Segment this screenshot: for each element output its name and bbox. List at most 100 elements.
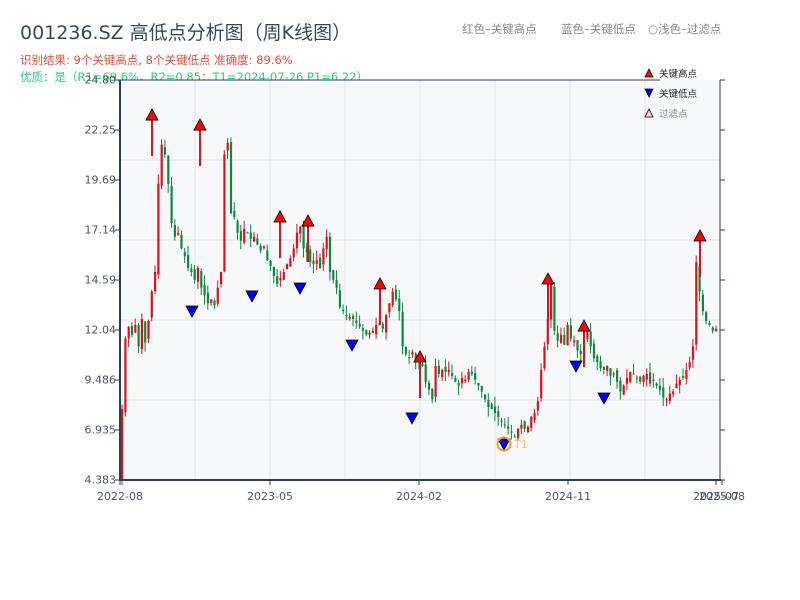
candle-body: [639, 376, 642, 382]
candle-body: [566, 324, 569, 346]
candle-body: [715, 328, 718, 331]
candle-body: [579, 350, 582, 355]
candle-body: [497, 411, 500, 417]
candle-body: [213, 300, 216, 306]
key-high-marker: [373, 277, 387, 290]
candle-body: [454, 377, 457, 382]
candle-body: [510, 431, 513, 433]
x-tick-label: 2025-07: [693, 490, 739, 503]
key-low-marker: [185, 305, 199, 318]
y-tick-label: 19.69: [84, 173, 117, 187]
candle-body: [711, 327, 714, 331]
candle-body: [662, 387, 665, 398]
candle-body: [183, 252, 186, 257]
top-legend-light: ○浅色–过滤点: [648, 22, 722, 36]
candle-body: [675, 383, 678, 389]
candle-body: [526, 426, 530, 433]
key-low-marker: [405, 412, 419, 425]
candle-body: [480, 385, 483, 392]
candle-body: [325, 236, 328, 250]
candle-body: [678, 379, 681, 386]
legend-filtered: 过滤点: [644, 106, 688, 120]
candle-body: [569, 325, 572, 339]
legend-key-low: 关键低点: [644, 86, 697, 100]
candle-body: [695, 262, 698, 345]
candle-body: [239, 231, 242, 241]
candle-body: [167, 155, 170, 184]
candle-body: [190, 268, 193, 272]
key-high-marker: [413, 350, 427, 363]
candle-body: [253, 236, 256, 242]
candle-body: [487, 399, 490, 408]
candle-body: [668, 393, 671, 401]
candle-body: [688, 362, 691, 368]
candle-body: [553, 286, 556, 331]
candle-body: [609, 368, 612, 376]
candle-body: [493, 406, 497, 414]
candle-body: [124, 338, 127, 413]
candle-body: [434, 366, 437, 397]
candle-body: [517, 428, 520, 438]
candle-body: [507, 426, 510, 429]
candle-body: [315, 260, 318, 264]
candle-body: [589, 331, 592, 347]
candle-body: [210, 299, 213, 303]
candle-body: [358, 323, 361, 327]
candle-body: [705, 312, 708, 321]
candle-body: [437, 365, 440, 374]
candle-body: [414, 353, 417, 361]
candle-body: [229, 142, 233, 214]
candle-body: [592, 343, 596, 359]
candle-body: [328, 236, 332, 272]
candle-body: [286, 264, 289, 270]
y-tick-label: 24.80: [84, 73, 117, 87]
candle-body: [177, 232, 180, 235]
y-tick-label: 22.25: [84, 123, 117, 137]
candle-body: [424, 364, 427, 382]
candle-body: [180, 234, 183, 249]
candle-body: [672, 391, 675, 395]
candle-body: [137, 324, 140, 347]
t1-ring: [496, 436, 512, 452]
candle-body: [665, 399, 668, 401]
candle-body: [295, 232, 299, 249]
candle-body: [573, 340, 576, 343]
candle-body: [292, 248, 295, 258]
candle-body: [612, 373, 615, 375]
candle-body: [262, 246, 266, 249]
candle-body: [536, 401, 539, 411]
candle-body: [685, 369, 688, 380]
top-legend-blue: 蓝色–关键低点: [561, 22, 636, 36]
candles: [121, 137, 718, 486]
candle-body: [256, 238, 259, 245]
candle-body: [305, 247, 308, 253]
candle-body: [451, 373, 454, 376]
candle-body: [649, 372, 652, 384]
candle-body: [309, 249, 312, 263]
candle-body: [368, 332, 371, 335]
key-low-marker: [245, 290, 259, 303]
candle-body: [385, 315, 388, 333]
x-tick-label: 2025-08: [699, 490, 745, 503]
candle-body: [658, 385, 662, 390]
candle-body: [134, 324, 137, 333]
candle-body: [279, 277, 282, 281]
x-tick-label: 2023-05: [247, 490, 293, 503]
key-high-marker: [301, 214, 315, 227]
candle-body: [388, 303, 391, 313]
key-low-marker: [497, 438, 511, 451]
t1-label: T1: [513, 438, 528, 451]
candle-body: [200, 270, 203, 288]
candle-body: [322, 248, 325, 265]
key-high-marker: [273, 210, 287, 223]
candle-body: [394, 289, 398, 300]
triangle-down-blue-icon: [644, 88, 654, 98]
candle-body: [543, 346, 546, 369]
candle-body: [596, 355, 599, 363]
candle-body: [503, 424, 506, 426]
candle-body: [559, 334, 563, 343]
x-tick-label: 2024-02: [396, 490, 442, 503]
key-low-marker: [293, 282, 307, 295]
candle-body: [606, 366, 609, 371]
candle-body: [371, 330, 374, 333]
